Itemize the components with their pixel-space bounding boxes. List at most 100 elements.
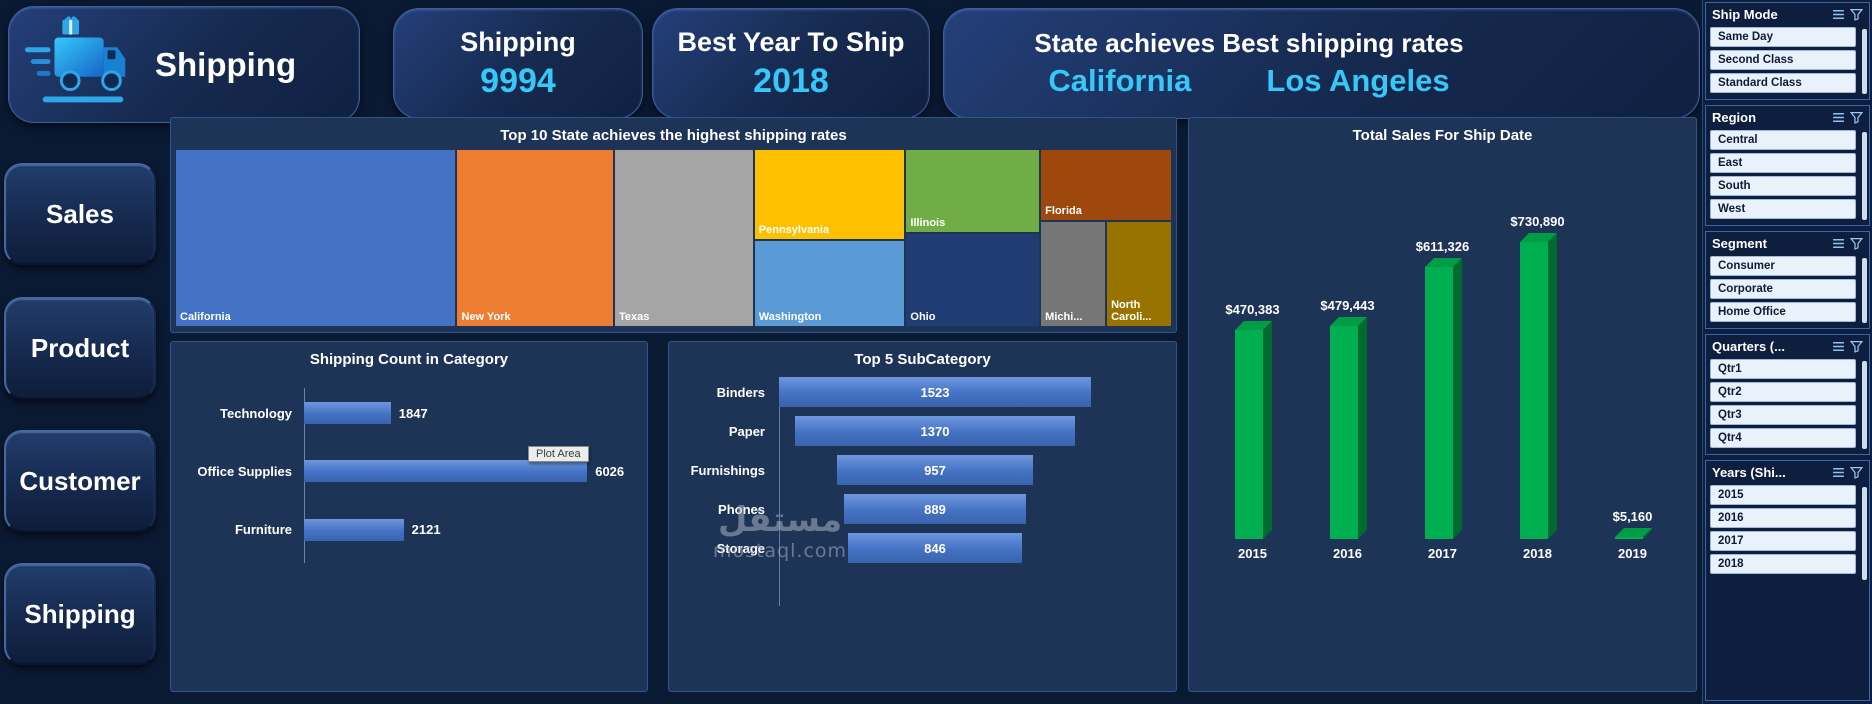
plot-area-tooltip: Plot Area bbox=[528, 446, 589, 462]
treemap-title: Top 10 State achieves the highest shippi… bbox=[500, 127, 847, 144]
column-2015[interactable] bbox=[1234, 320, 1272, 539]
funnel-bar-binders[interactable]: 1523 bbox=[779, 377, 1091, 407]
bar-furniture[interactable] bbox=[304, 518, 404, 541]
treemap-tile-pennsylvania[interactable]: Pennsylvania bbox=[754, 150, 905, 239]
slicer-menu-icon[interactable] bbox=[1832, 340, 1845, 353]
column-value-label: $470,383 bbox=[1225, 301, 1280, 317]
filter-option-2016[interactable]: 2016 bbox=[1710, 508, 1856, 528]
scrollbar[interactable] bbox=[1862, 29, 1867, 94]
tile-label: Florida bbox=[1045, 204, 1082, 217]
tile-label: North Caroli... bbox=[1111, 298, 1152, 324]
kpi-best-state-card[interactable]: State achieves Best shipping rates Calif… bbox=[943, 8, 1700, 119]
filter-option-qtr1[interactable]: Qtr1 bbox=[1710, 359, 1856, 379]
nav-button-shipping[interactable]: Shipping bbox=[4, 563, 156, 665]
bar-technology[interactable] bbox=[304, 402, 391, 425]
column-slot: $470,383 bbox=[1205, 214, 1300, 539]
bar-row: Technology 1847 bbox=[183, 400, 633, 426]
funnel-bar-storage[interactable]: 846 bbox=[848, 533, 1022, 563]
treemap-tile-michigan[interactable]: Michi... bbox=[1041, 221, 1106, 326]
column-2018[interactable] bbox=[1519, 233, 1557, 539]
funnel-row: Phones 889 bbox=[679, 494, 1166, 524]
filter-title: Ship Mode bbox=[1712, 7, 1778, 22]
treemap-tile-florida[interactable]: Florida bbox=[1041, 150, 1171, 220]
tile-label: New York bbox=[461, 311, 511, 324]
filter-option-second-class[interactable]: Second Class bbox=[1710, 50, 1856, 70]
column-side-face bbox=[1547, 233, 1557, 539]
treemap-tile-north-carolina[interactable]: North Caroli... bbox=[1107, 221, 1171, 326]
treemap-tile-washington[interactable]: Washington bbox=[754, 240, 905, 326]
filter-option-2015[interactable]: 2015 bbox=[1710, 485, 1856, 505]
x-axis-label: 2019 bbox=[1618, 546, 1647, 561]
filter-funnel-icon[interactable] bbox=[1850, 466, 1863, 479]
nav-button-product[interactable]: Product bbox=[4, 297, 156, 399]
treemap-tile-ohio[interactable]: Ohio bbox=[906, 233, 1040, 326]
column-2016[interactable] bbox=[1329, 316, 1367, 539]
scrollbar[interactable] bbox=[1862, 132, 1867, 220]
treemap-tile-california[interactable]: California bbox=[176, 150, 456, 326]
treemap-tile-texas[interactable]: Texas bbox=[615, 150, 753, 326]
x-axis-label: 2018 bbox=[1523, 546, 1552, 561]
scrollbar[interactable] bbox=[1862, 361, 1867, 449]
funnel-category-label: Phones bbox=[718, 501, 765, 517]
filter-option-home-office[interactable]: Home Office bbox=[1710, 302, 1856, 322]
kpi-shipping-label: Shipping bbox=[460, 26, 576, 57]
filter-option-corporate[interactable]: Corporate bbox=[1710, 279, 1856, 299]
filter-title: Quarters (... bbox=[1712, 339, 1785, 354]
treemap-tile-new-york[interactable]: New York bbox=[457, 150, 614, 326]
filter-funnel-icon[interactable] bbox=[1850, 111, 1863, 124]
filter-option-consumer[interactable]: Consumer bbox=[1710, 256, 1856, 276]
funnel-bar-furnishings[interactable]: 957 bbox=[836, 455, 1034, 485]
slicer-menu-icon[interactable] bbox=[1832, 111, 1845, 124]
scrollbar[interactable] bbox=[1862, 258, 1867, 323]
subcategory-funnel-panel: Top 5 SubCategory Binders 1523 Paper 137… bbox=[668, 341, 1177, 692]
slicer-menu-icon[interactable] bbox=[1832, 466, 1845, 479]
tile-label: Ohio bbox=[910, 311, 936, 324]
category-bar-title: Shipping Count in Category bbox=[309, 351, 509, 368]
bar-track: 1847 bbox=[304, 400, 633, 426]
filter-option-east[interactable]: East bbox=[1710, 153, 1856, 173]
filter-option-2017[interactable]: 2017 bbox=[1710, 531, 1856, 551]
funnel-row: Paper 1370 bbox=[679, 416, 1166, 446]
logo-card[interactable]: Shipping bbox=[8, 6, 360, 123]
scrollbar[interactable] bbox=[1862, 487, 1867, 580]
filter-funnel-icon[interactable] bbox=[1850, 340, 1863, 353]
filter-option-qtr3[interactable]: Qtr3 bbox=[1710, 405, 1856, 425]
column-2017[interactable] bbox=[1424, 258, 1462, 539]
filter-option-same-day[interactable]: Same Day bbox=[1710, 27, 1856, 47]
column-value-label: $611,326 bbox=[1415, 239, 1470, 255]
filter-option-qtr2[interactable]: Qtr2 bbox=[1710, 382, 1856, 402]
funnel-category-label: Paper bbox=[728, 423, 765, 439]
filter-option-south[interactable]: South bbox=[1710, 176, 1856, 196]
tile-label: Pennsylvania bbox=[758, 224, 830, 237]
column-slot: $5,160 bbox=[1585, 214, 1680, 539]
treemap-panel: Top 10 State achieves the highest shippi… bbox=[170, 117, 1177, 333]
kpi-shipping-count-card[interactable]: Shipping 9994 bbox=[393, 8, 643, 119]
nav-button-sales[interactable]: Sales bbox=[4, 163, 156, 265]
funnel-value-label: 846 bbox=[924, 540, 946, 556]
column-2019[interactable] bbox=[1614, 527, 1652, 539]
funnel-category-label: Storage bbox=[716, 540, 765, 556]
filter-option-west[interactable]: West bbox=[1710, 199, 1856, 219]
treemap-tile-illinois[interactable]: Illinois bbox=[906, 150, 1040, 232]
filter-option-2018[interactable]: 2018 bbox=[1710, 554, 1856, 574]
app-title: Shipping bbox=[155, 45, 297, 83]
sales-chart-title: Total Sales For Ship Date bbox=[1352, 127, 1533, 144]
bar-office-supplies[interactable] bbox=[304, 460, 588, 483]
slicer-menu-icon[interactable] bbox=[1832, 8, 1845, 21]
slicer-menu-icon[interactable] bbox=[1832, 237, 1845, 250]
filter-funnel-icon[interactable] bbox=[1850, 237, 1863, 250]
treemap-plot: California New York Texas Pennsylvania W… bbox=[176, 150, 1171, 326]
nav-button-customer[interactable]: Customer bbox=[4, 430, 156, 532]
filter-option-standard-class[interactable]: Standard Class bbox=[1710, 73, 1856, 93]
kpi-best-year-card[interactable]: Best Year To Ship 2018 bbox=[652, 8, 930, 119]
filter-option-qtr4[interactable]: Qtr4 bbox=[1710, 428, 1856, 448]
column-side-face bbox=[1357, 316, 1367, 539]
funnel-value-label: 889 bbox=[924, 501, 946, 517]
filter-sidebar: Ship Mode Same Day Second Class Standard… bbox=[1702, 0, 1872, 704]
funnel-bar-phones[interactable]: 889 bbox=[843, 494, 1027, 524]
kpi-city-value: Los Angeles bbox=[1266, 63, 1450, 98]
bar-row: Furniture 2121 bbox=[183, 517, 633, 543]
filter-funnel-icon[interactable] bbox=[1850, 8, 1863, 21]
filter-option-central[interactable]: Central bbox=[1710, 130, 1856, 150]
funnel-bar-paper[interactable]: 1370 bbox=[794, 416, 1076, 446]
